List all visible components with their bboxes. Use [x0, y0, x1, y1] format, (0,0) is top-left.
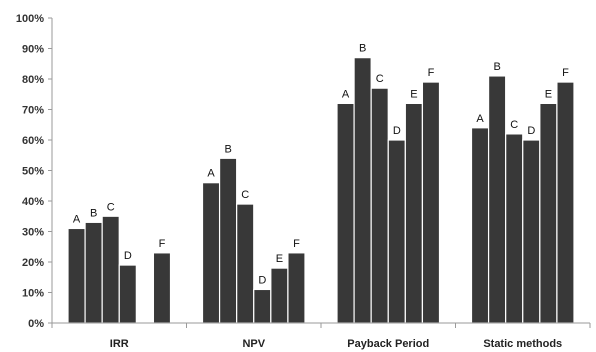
bar-label: B	[493, 61, 500, 73]
category-label: Static methods	[483, 338, 562, 350]
bar	[421, 81, 441, 324]
bar-label: C	[376, 73, 384, 85]
bar	[253, 288, 272, 324]
bar-label: F	[562, 67, 569, 79]
bars	[67, 57, 575, 324]
y-tick-label: 20%	[22, 257, 44, 269]
y-tick-label: 50%	[22, 166, 44, 178]
bar	[101, 215, 120, 324]
category-label: NPV	[242, 338, 265, 350]
bar	[287, 252, 306, 324]
bar	[118, 264, 137, 324]
bar-label: E	[410, 88, 417, 100]
y-tick-label: 70%	[22, 105, 44, 117]
bar	[370, 87, 389, 324]
bar-label: C	[107, 201, 115, 213]
bar-label: D	[527, 125, 535, 137]
y-axis-ticks: 0% 10% 20% 30% 40% 50% 60% 70% 80% 90% 100%	[16, 13, 52, 330]
bar-label: D	[124, 250, 132, 262]
bar-label: F	[293, 238, 300, 250]
bar-label: F	[159, 238, 166, 250]
bar-label: B	[359, 43, 366, 55]
y-tick-label: 60%	[22, 135, 44, 147]
y-tick-label: 80%	[22, 74, 44, 86]
bar	[84, 221, 103, 324]
bar-label: C	[241, 189, 249, 201]
bar	[556, 81, 575, 324]
bar-label: E	[276, 253, 283, 265]
category-label: Payback Period	[347, 338, 429, 350]
bar	[353, 57, 372, 324]
bar	[505, 133, 524, 324]
bar	[387, 139, 406, 324]
y-tick-label: 30%	[22, 227, 44, 239]
bar	[470, 127, 490, 324]
bar-label: A	[342, 88, 350, 100]
bar	[201, 182, 221, 324]
bar	[336, 102, 355, 324]
bar-label: A	[73, 213, 81, 225]
bar-label: D	[393, 125, 401, 137]
bar-label: A	[476, 113, 484, 125]
bar	[270, 267, 289, 324]
bar-label: B	[224, 143, 231, 155]
bar	[404, 102, 424, 324]
bar	[152, 252, 172, 324]
y-tick-label: 40%	[22, 196, 44, 208]
bar-label: D	[258, 274, 266, 286]
x-axis: IRR NPV Payback Period Static methods	[51, 322, 591, 350]
bar-label: E	[545, 88, 552, 100]
bar-label: C	[510, 119, 518, 131]
y-tick-label: 100%	[16, 13, 44, 25]
bar-label: F	[428, 67, 435, 79]
bar	[487, 75, 507, 324]
bar	[539, 102, 558, 324]
y-tick-label: 0%	[28, 318, 44, 330]
bar-label: A	[207, 168, 215, 180]
category-label: IRR	[110, 338, 129, 350]
y-tick-label: 10%	[22, 288, 44, 300]
y-tick-label: 90%	[22, 44, 44, 56]
bar	[522, 139, 541, 324]
bar	[236, 203, 255, 324]
bar	[67, 227, 86, 324]
bar-label: B	[90, 207, 97, 219]
bar	[218, 157, 238, 324]
